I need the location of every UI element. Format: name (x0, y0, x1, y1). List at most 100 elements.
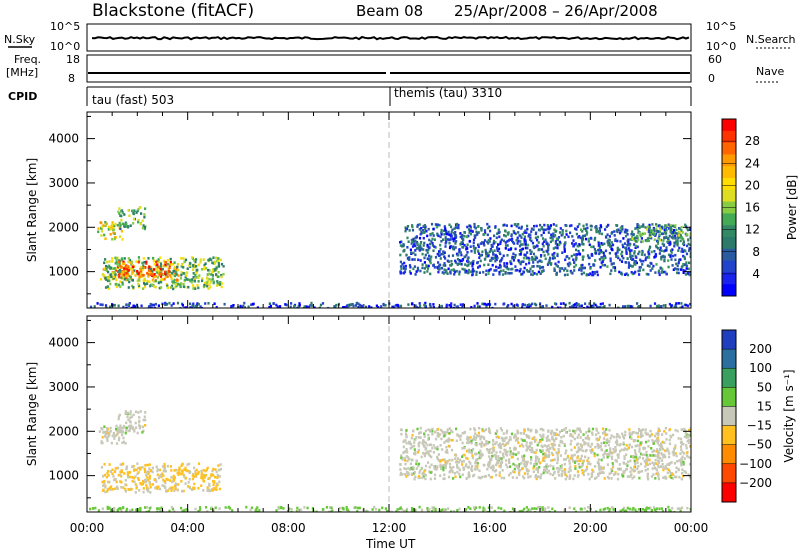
data-cell (541, 459, 544, 462)
data-cell (608, 454, 611, 457)
data-cell (123, 472, 126, 475)
data-cell (620, 226, 623, 230)
data-cell (514, 269, 517, 272)
data-cell (206, 284, 209, 288)
data-cell (500, 446, 503, 450)
data-cell (494, 432, 498, 435)
data-cell (668, 452, 671, 455)
data-cell (117, 473, 120, 477)
data-cell (107, 228, 110, 231)
data-cell (675, 302, 678, 305)
data-cell (652, 264, 655, 268)
data-cell (537, 460, 540, 463)
data-cell (432, 227, 435, 231)
data-cell (516, 464, 519, 468)
data-cell (419, 232, 422, 236)
data-cell (433, 245, 436, 248)
data-cell (479, 437, 482, 441)
data-cell (128, 509, 132, 512)
data-cell (161, 465, 165, 468)
data-cell (497, 443, 500, 447)
data-cell (408, 229, 411, 232)
data-cell (180, 506, 183, 510)
data-cell (469, 462, 472, 465)
data-cell (617, 472, 620, 476)
data-cell (683, 435, 686, 438)
data-cell (120, 218, 123, 222)
data-cell (568, 459, 571, 463)
data-cell (139, 222, 142, 226)
data-cell (661, 510, 664, 512)
data-cell (322, 508, 325, 511)
data-cell (597, 230, 600, 233)
data-cell (664, 426, 667, 430)
data-cell (136, 431, 139, 435)
data-cell (159, 474, 162, 478)
data-cell (454, 226, 457, 229)
data-cell (117, 438, 120, 442)
data-cell (121, 222, 124, 226)
data-cell (428, 238, 431, 242)
data-cell (125, 426, 128, 430)
data-cell (563, 246, 566, 249)
colorbar-tick-label: 20 (745, 178, 760, 192)
data-cell (565, 449, 568, 453)
colorbar-frame (721, 329, 737, 503)
data-cell (658, 507, 661, 511)
data-cell (474, 432, 477, 435)
data-cell (461, 455, 464, 458)
data-cell (120, 272, 123, 275)
data-cell (300, 508, 303, 512)
data-cell (443, 255, 446, 258)
data-cell (545, 439, 548, 442)
data-cell (604, 444, 607, 448)
data-cell (147, 273, 150, 276)
x-tick-label: 16:00 (472, 521, 507, 535)
data-cell (404, 439, 407, 442)
data-cell (119, 280, 122, 283)
data-cell (418, 432, 421, 435)
data-cell (571, 435, 574, 439)
data-cell (454, 453, 457, 456)
data-cell (422, 228, 425, 232)
data-cell (569, 476, 572, 479)
colorbar-segment (722, 213, 736, 226)
data-cell (517, 223, 520, 226)
data-cell (180, 480, 183, 483)
data-cell (644, 431, 647, 434)
data-cell (555, 437, 558, 440)
data-cell (590, 475, 593, 479)
data-cell (578, 459, 581, 463)
data-cell (418, 471, 421, 474)
data-cell (514, 464, 517, 467)
colorbar-segment (722, 166, 736, 179)
data-cell (514, 433, 517, 437)
data-cell (575, 450, 578, 454)
data-cell (453, 303, 456, 307)
data-cell (528, 233, 531, 236)
data-cell (676, 429, 679, 433)
data-cell (555, 271, 558, 275)
data-cell (465, 235, 468, 239)
freq-tick-bottom: 8 (68, 72, 75, 85)
data-cell (627, 266, 630, 269)
data-cell (152, 275, 155, 279)
data-cell (641, 453, 644, 456)
data-region (97, 221, 124, 241)
data-cell (450, 260, 453, 263)
data-cell (125, 225, 128, 228)
data-cell (518, 444, 522, 448)
data-cell (625, 248, 628, 251)
data-cell (409, 468, 412, 471)
data-cell (583, 227, 586, 231)
data-cell (106, 285, 109, 288)
data-cell (672, 254, 675, 258)
data-cell (558, 267, 561, 270)
data-cell (596, 270, 599, 274)
data-cell (117, 304, 120, 308)
data-cell (666, 240, 669, 244)
data-cell (682, 463, 685, 466)
data-cell (574, 464, 577, 468)
data-cell (154, 486, 157, 490)
data-cell (557, 448, 560, 451)
